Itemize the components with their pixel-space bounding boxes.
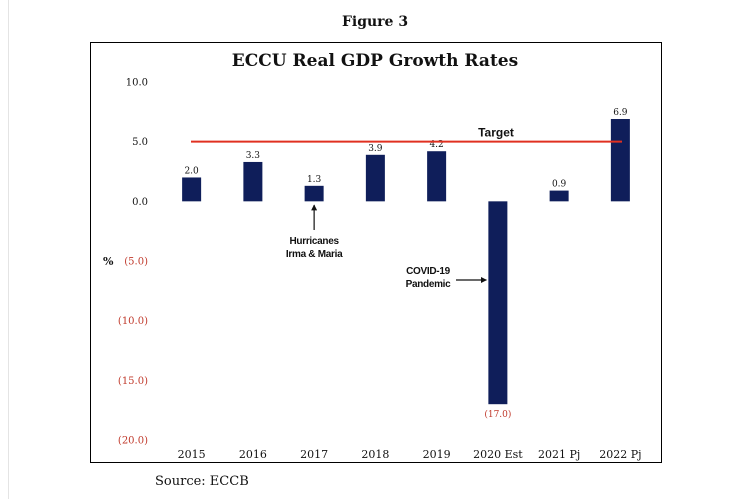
data-label: 3.9 bbox=[368, 144, 383, 154]
x-tick-label: 2016 bbox=[239, 448, 267, 461]
source-note: Source: ECCB bbox=[155, 474, 249, 489]
y-axis-label: % bbox=[103, 255, 114, 268]
page-edge-rule bbox=[8, 0, 9, 499]
x-tick-label: 2019 bbox=[423, 448, 451, 461]
x-tick-label: 2021 Pj bbox=[538, 448, 580, 461]
x-tick-label: 2015 bbox=[178, 448, 206, 461]
y-tick-label: 10.0 bbox=[126, 78, 148, 89]
annotation-text: Pandemic bbox=[406, 279, 452, 290]
target-label: Target bbox=[478, 126, 514, 140]
bar bbox=[182, 177, 202, 202]
x-tick-label: 2017 bbox=[300, 448, 328, 461]
data-label: 4.2 bbox=[429, 140, 443, 150]
y-tick-label: (20.0) bbox=[118, 436, 148, 447]
y-tick-label: 0.0 bbox=[132, 197, 148, 208]
bar bbox=[549, 190, 569, 202]
x-tick-label: 2020 Est bbox=[473, 448, 523, 461]
data-label: 3.3 bbox=[246, 151, 261, 161]
annotation-text: Irma & Maria bbox=[286, 249, 343, 260]
y-tick-label: 5.0 bbox=[132, 137, 148, 148]
data-label: 6.9 bbox=[613, 108, 628, 118]
figure-label: Figure 3 bbox=[341, 14, 409, 30]
chart-title: ECCU Real GDP Growth Rates bbox=[232, 51, 518, 71]
chart-frame bbox=[90, 42, 662, 463]
data-label: (17.0) bbox=[484, 409, 511, 420]
x-tick-label: 2022 Pj bbox=[599, 448, 641, 461]
bar bbox=[304, 185, 324, 202]
annotation-text: COVID-19 bbox=[406, 266, 450, 277]
annotation-text: Hurricanes bbox=[290, 236, 340, 247]
bar bbox=[610, 118, 630, 202]
data-label: 1.3 bbox=[307, 175, 322, 185]
x-tick-label: 2018 bbox=[361, 448, 389, 461]
y-tick-label: (5.0) bbox=[124, 257, 148, 268]
bar bbox=[365, 154, 385, 202]
bar bbox=[488, 201, 508, 405]
data-label: 2.0 bbox=[184, 166, 199, 176]
bar bbox=[243, 161, 263, 202]
y-tick-label: (15.0) bbox=[118, 376, 148, 387]
y-tick-label: (10.0) bbox=[118, 316, 148, 327]
bar bbox=[427, 151, 447, 202]
data-label: 0.9 bbox=[552, 180, 567, 190]
